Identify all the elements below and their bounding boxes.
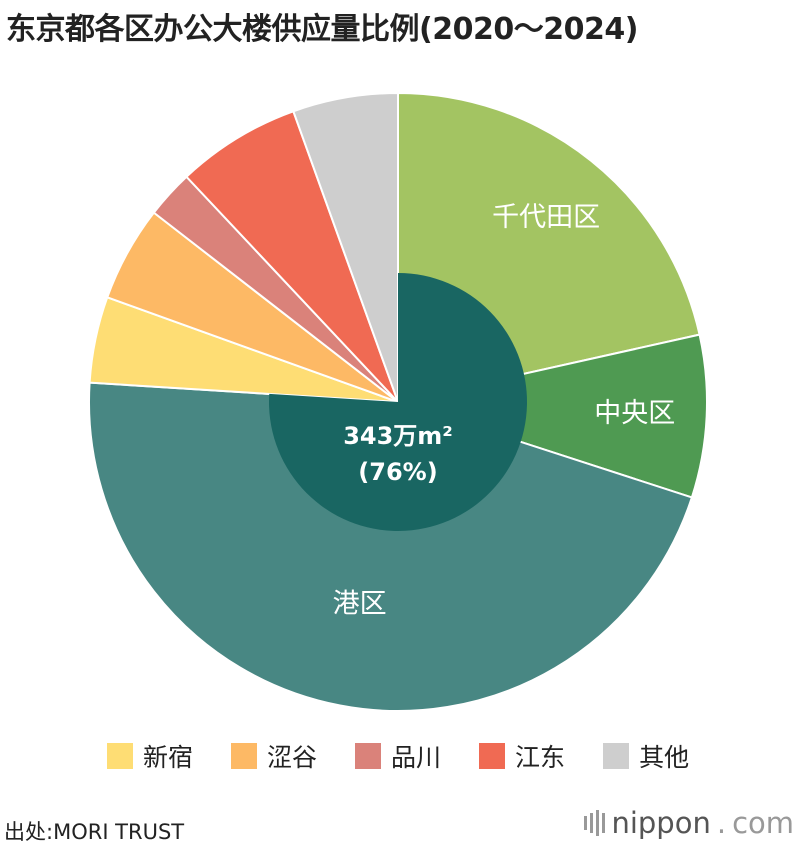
legend-item-shinjuku: 新宿 <box>107 738 193 774</box>
legend-label: 其他 <box>639 743 690 772</box>
legend-label: 品川 <box>391 743 442 772</box>
legend: 新宿 涩谷 品川 江东 其他 <box>107 738 689 774</box>
brand-logo: nippon. com <box>584 806 794 840</box>
pie-slice-2 <box>88 381 694 712</box>
slice-label-0: 千代田区 <box>492 202 600 233</box>
center-label-line1: 343万m² <box>343 422 453 450</box>
pie-slice-7 <box>292 91 399 403</box>
legend-label: 新宿 <box>143 743 194 772</box>
legend-item-other: 其他 <box>603 738 689 774</box>
slice-label-1: 中央区 <box>594 398 675 429</box>
brand-name: nippon <box>611 806 711 840</box>
brand-bars-icon <box>584 810 606 836</box>
legend-item-koto: 江东 <box>479 738 565 774</box>
legend-swatch <box>355 743 382 769</box>
legend-item-shinagawa: 品川 <box>355 738 441 774</box>
pie-slice-6 <box>185 109 399 403</box>
legend-label: 涩谷 <box>267 743 318 772</box>
chart-title: 东京都各区办公大楼供应量比例(2020〜2024) <box>6 12 638 47</box>
legend-swatch <box>603 743 630 769</box>
legend-swatch <box>479 743 506 769</box>
legend-label: 江东 <box>515 743 566 772</box>
center-label-line2: (76%) <box>358 458 437 486</box>
legend-item-shibuya: 涩谷 <box>231 738 317 774</box>
brand-dot: . <box>716 806 727 840</box>
inner-wedge <box>269 273 527 531</box>
pie-slice-1 <box>394 333 708 499</box>
legend-swatch <box>231 743 258 769</box>
brand-suffix: com <box>732 806 794 840</box>
source-note: 出处:MORI TRUST <box>4 820 185 844</box>
slice-label-2: 港区 <box>333 588 387 619</box>
legend-swatch <box>107 743 133 769</box>
